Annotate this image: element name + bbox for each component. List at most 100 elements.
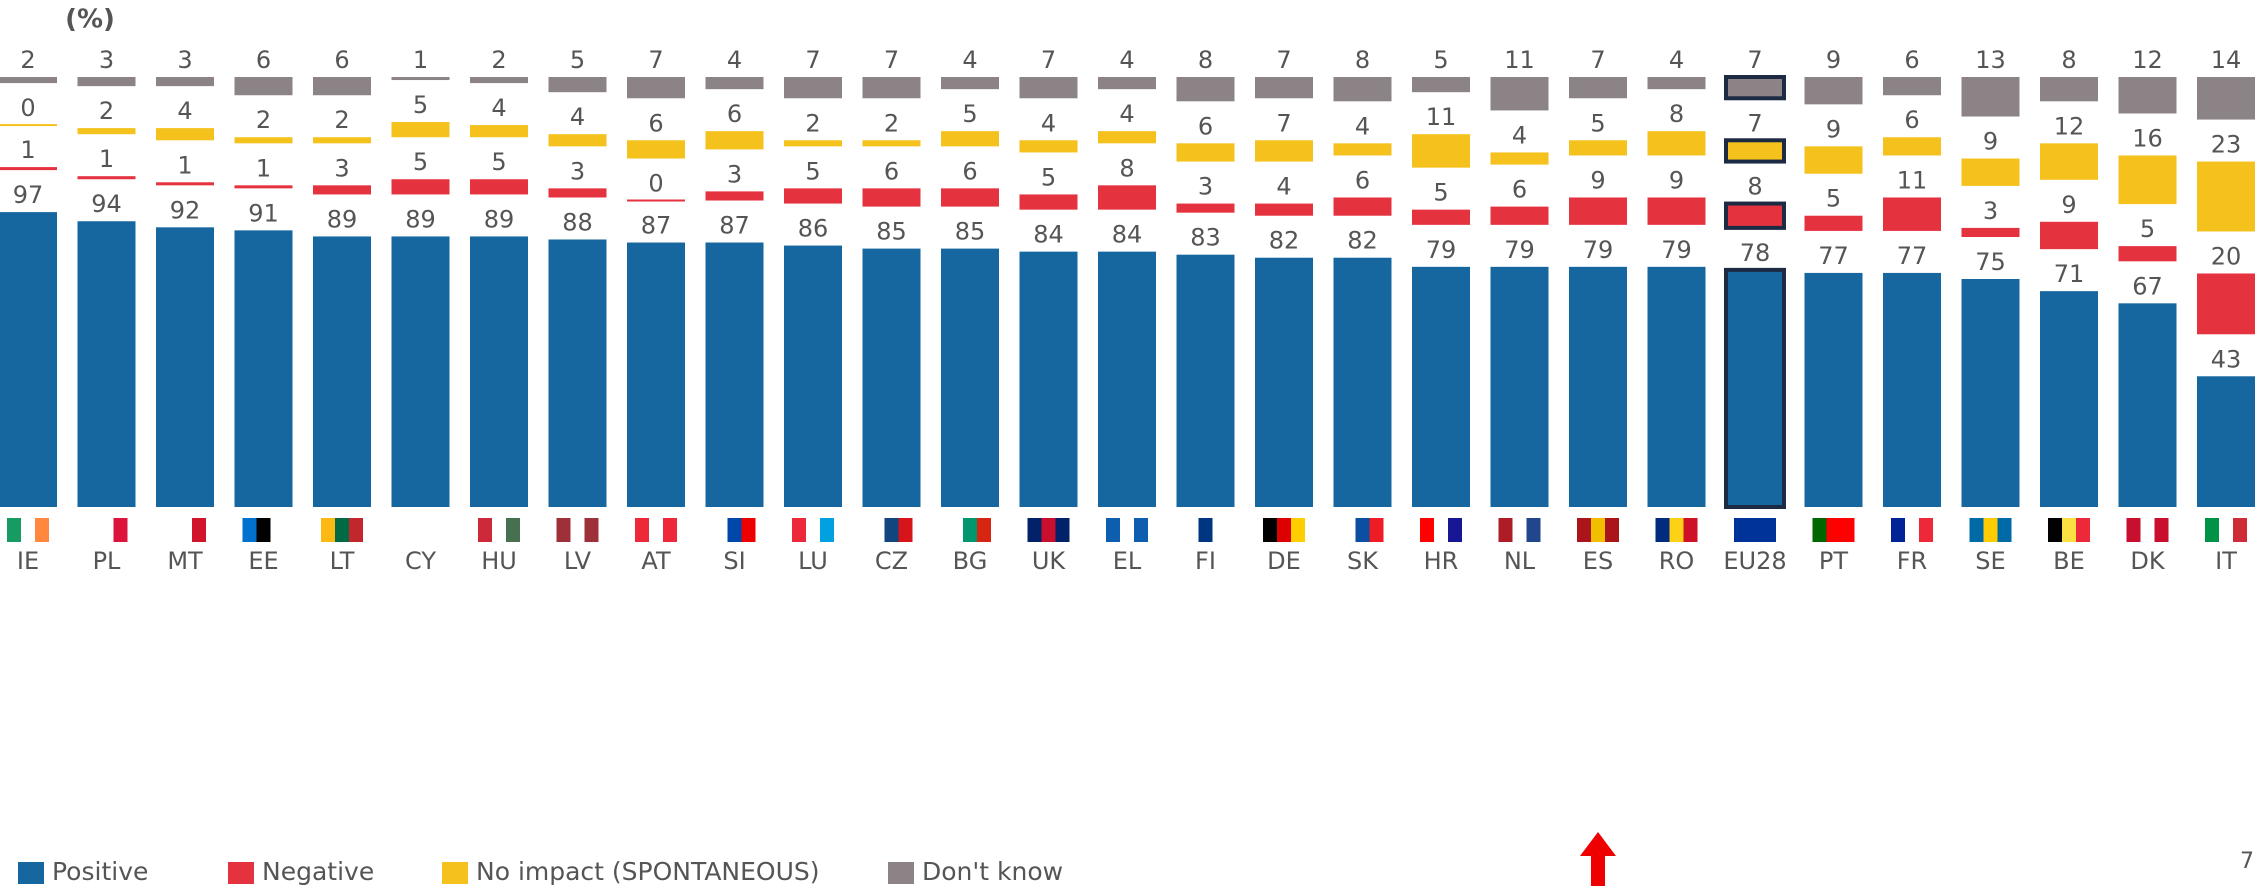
x-tick-label: HU	[481, 547, 517, 575]
value-label: 79	[1504, 236, 1535, 264]
value-label: 78	[1740, 239, 1771, 267]
value-label: 6	[1198, 112, 1213, 140]
flag	[35, 518, 49, 542]
value-label: 5	[413, 91, 428, 119]
value-label: 5	[805, 157, 820, 185]
flag	[321, 518, 335, 542]
value-label: 6	[334, 46, 349, 74]
bar	[2118, 246, 2177, 262]
x-tick-label: UK	[1032, 547, 1067, 575]
bar	[313, 236, 371, 507]
flag	[949, 518, 963, 542]
flag	[1812, 518, 1827, 542]
value-label: 6	[1355, 166, 1370, 194]
value-label: 1	[256, 154, 271, 182]
value-label: 4	[1669, 46, 1684, 74]
bar	[705, 77, 764, 90]
value-label: 5	[1826, 185, 1841, 213]
x-tick-label: RO	[1659, 547, 1695, 575]
flag	[85, 518, 100, 542]
bar	[1098, 185, 1156, 210]
legend-swatch	[442, 862, 468, 884]
x-tick-label: FR	[1897, 547, 1927, 575]
bar	[1647, 77, 1706, 90]
bar	[156, 182, 214, 186]
bar	[1255, 77, 1313, 99]
value-label: 82	[1347, 227, 1378, 255]
flag	[2126, 518, 2141, 542]
flag	[1420, 518, 1434, 542]
flag	[1605, 518, 1619, 542]
flag	[649, 518, 663, 542]
x-tick-label: DE	[1267, 547, 1301, 575]
value-label: 12	[2054, 112, 2085, 140]
x-tick-label: LV	[564, 547, 592, 575]
bar	[1019, 194, 1078, 210]
value-label: 7	[1747, 46, 1762, 74]
bar	[2118, 77, 2177, 114]
value-label: 4	[491, 94, 506, 122]
x-tick-label: EE	[248, 547, 278, 575]
x-tick-label: EL	[1113, 547, 1142, 575]
flag	[1355, 518, 1370, 542]
flag	[2154, 518, 2169, 542]
value-label: 67	[2132, 272, 2163, 300]
value-label: 5	[2140, 215, 2155, 243]
x-tick-label: CZ	[875, 547, 908, 575]
x-tick-label: EU28	[1723, 547, 1786, 575]
flag	[727, 518, 742, 542]
value-label: 3	[334, 154, 349, 182]
flag	[113, 518, 128, 542]
flag	[427, 518, 442, 542]
bar	[1019, 77, 1078, 99]
flag	[1669, 518, 1684, 542]
flag	[741, 518, 756, 542]
value-label: 7	[805, 46, 820, 74]
value-label: 4	[570, 103, 585, 131]
bar	[784, 77, 842, 99]
flag	[270, 518, 285, 542]
value-label: 85	[876, 218, 907, 246]
bar	[77, 77, 136, 87]
value-label: 97	[13, 181, 44, 209]
value-label: 89	[405, 205, 436, 233]
value-label: 3	[1983, 197, 1998, 225]
value-label: 3	[570, 157, 585, 185]
value-label: 79	[1661, 236, 1692, 264]
page-number: 73	[2240, 849, 2255, 874]
bar	[1490, 206, 1549, 225]
legend: Positive Negative No impact (SPONTANEOUS) D…	[18, 857, 1063, 886]
value-label: 9	[1669, 166, 1684, 194]
flag	[1277, 518, 1291, 542]
value-label: 14	[2211, 46, 2242, 74]
bar	[1569, 77, 1627, 99]
bar	[1412, 209, 1470, 225]
bar	[234, 230, 293, 508]
flag	[1055, 518, 1070, 542]
value-label: 0	[648, 170, 663, 198]
value-label: 9	[1983, 128, 1998, 156]
flag	[1748, 518, 1762, 542]
value-label: 11	[1897, 166, 1928, 194]
value-label: 9	[1590, 166, 1605, 194]
value-label: 6	[884, 157, 899, 185]
value-label: 92	[170, 196, 201, 224]
value-label: 8	[1355, 46, 1370, 74]
bar	[548, 77, 607, 93]
value-label: 71	[2054, 260, 2085, 288]
bar	[627, 140, 685, 159]
value-label: 1	[413, 46, 428, 74]
bar	[1098, 131, 1156, 144]
flag	[192, 518, 206, 542]
bar-zero	[627, 199, 685, 202]
bar	[234, 185, 293, 189]
flag	[1027, 518, 1042, 542]
value-label: 3	[1198, 173, 1213, 201]
bar	[1647, 266, 1706, 507]
bar	[391, 179, 450, 195]
flag	[2205, 518, 2219, 542]
value-label: 83	[1190, 224, 1221, 252]
value-label: 89	[327, 205, 358, 233]
bar	[1176, 143, 1235, 162]
flag	[1734, 518, 1748, 542]
